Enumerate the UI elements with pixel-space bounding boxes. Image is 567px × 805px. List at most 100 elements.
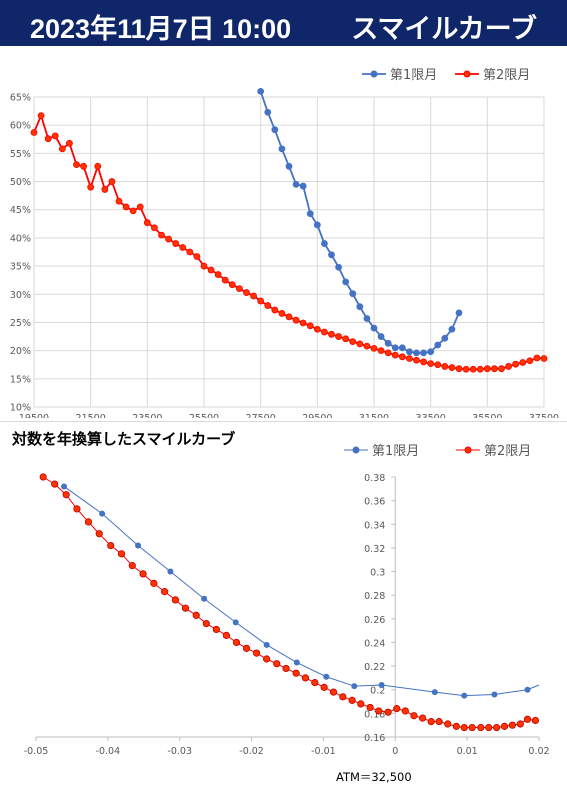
chart1-data-point	[101, 186, 109, 193]
chart2-x-tick-label: 0.02	[528, 746, 549, 757]
chart1-data-point	[441, 334, 449, 342]
chart2-data-point	[192, 611, 200, 619]
chart2-data-point	[351, 683, 358, 690]
chart1-data-point	[313, 325, 321, 333]
chart2-x-tick-label: 0	[392, 746, 398, 757]
log-annualized-smile-chart: 対数を年換算したスマイルカーブ -0.05 -0.04 -0.03 -0.02 -0.01…	[11, 430, 550, 784]
chart1-x-tick-label: 29500	[302, 413, 332, 418]
chart2-data-point	[253, 649, 261, 657]
chart2-data-point	[477, 723, 485, 732]
chart1-data-point	[328, 330, 335, 338]
chart2-y-tick-label: 0.26	[364, 615, 385, 626]
chart2-data-point	[357, 700, 365, 708]
chart1-data-point	[342, 278, 350, 286]
chart1-data-point	[483, 365, 491, 373]
chart1-x-tick-label: 19500	[19, 413, 49, 418]
chart1-data-point	[512, 360, 520, 368]
chart2-y-tick-label: 0.22	[364, 662, 385, 673]
chart2-y-tick-label: 0.2	[370, 686, 385, 697]
chart2-data-point	[128, 562, 136, 570]
chart1-x-tick-label: 33500	[416, 413, 446, 418]
chart1-data-point	[285, 162, 293, 170]
chart2-data-point	[150, 579, 158, 587]
chart1-data-point	[257, 87, 265, 95]
chart1-data-point	[406, 355, 413, 362]
chart2-data-point	[139, 570, 147, 578]
chart2-data-point	[73, 505, 81, 513]
chart1-y-tick-label: 40%	[10, 233, 31, 244]
chart2-data-point	[263, 641, 270, 648]
chart2-y-tick-label: 0.34	[364, 520, 385, 531]
chart2-data-point	[461, 692, 468, 699]
chart1-data-point	[413, 356, 420, 364]
chart1-data-point	[434, 341, 442, 349]
chart2-data-point	[232, 638, 241, 647]
chart2-data-point	[273, 660, 281, 668]
chart1-y-tick-label: 55%	[10, 149, 31, 160]
chart1-y-tick-label: 65%	[10, 93, 31, 104]
chart2-data-point	[378, 682, 385, 688]
chart1-data-point	[278, 145, 286, 153]
chart1-data-point	[448, 364, 456, 371]
chart1-x-tick-label: 27500	[246, 413, 276, 418]
chart1-data-point	[285, 313, 293, 321]
chart1-y-tick-label: 45%	[10, 205, 31, 216]
chart1-x-tick-label: 21500	[76, 413, 106, 418]
chart2-x-tick-label: -0.01	[311, 746, 336, 757]
chart1-data-point	[321, 328, 328, 336]
chart1-data-point	[143, 219, 151, 227]
chart1-y-tick-label: 35%	[10, 262, 31, 273]
chart1-data-point	[151, 224, 158, 232]
chart1-data-point	[122, 203, 130, 211]
chart2-data-point	[301, 674, 310, 682]
chart2-data-point	[201, 595, 208, 602]
chart1-x-tick-label: 23500	[132, 413, 162, 418]
chart1-data-point	[448, 325, 456, 333]
page-title: スマイルカーブ	[351, 14, 537, 45]
chart1-data-point	[526, 357, 534, 365]
chart1-data-point	[292, 316, 300, 324]
chart1-data-point	[519, 359, 527, 366]
chart1-data-point	[306, 322, 314, 330]
chart2-series-1	[61, 483, 540, 699]
chart1-data-point	[384, 339, 392, 347]
chart2-y-tick-label: 0.24	[364, 638, 385, 649]
chart1-data-point	[115, 197, 123, 205]
chart1-data-point	[420, 349, 427, 357]
chart2-y-tick-label: 0.3	[370, 568, 385, 579]
chart2-legend-marker	[464, 446, 472, 454]
chart2-data-point	[468, 723, 476, 732]
chart1-data-point	[413, 349, 420, 357]
chart2-data-point	[418, 714, 427, 722]
chart1-data-point	[398, 353, 406, 361]
chart2-series-2	[39, 473, 540, 732]
chart1-data-point	[193, 253, 201, 260]
chart1-data-point	[44, 135, 52, 143]
chart2-data-point	[523, 715, 532, 723]
chart1-data-point	[58, 145, 66, 153]
chart1-data-point	[391, 344, 399, 352]
chart2-data-point	[508, 721, 517, 729]
chart2-data-point	[493, 723, 501, 732]
chart1-grid	[33, 96, 545, 408]
chart2-data-point	[282, 664, 290, 673]
chart1-data-point	[370, 344, 378, 352]
chart1-data-point	[80, 162, 87, 170]
chart2-data-point	[171, 596, 180, 604]
chart1-data-point	[540, 355, 548, 362]
chart2-data-point	[222, 631, 231, 639]
chart2-data-point	[384, 708, 392, 716]
chart1-y-tick-label: 60%	[10, 121, 31, 132]
chart2-data-point	[339, 693, 347, 701]
chart1-data-point	[257, 297, 265, 305]
chart1-data-point	[349, 338, 357, 346]
chart2-data-point	[531, 716, 540, 725]
chart1-y-tick-label: 15%	[10, 374, 31, 385]
chart2-data-point	[401, 707, 409, 715]
chart1-y-tick-label: 25%	[10, 318, 31, 329]
chart1-data-point	[427, 348, 435, 356]
chart1-data-point	[264, 302, 272, 309]
chart1-data-point	[363, 315, 371, 322]
chart2-series-line	[63, 486, 540, 697]
